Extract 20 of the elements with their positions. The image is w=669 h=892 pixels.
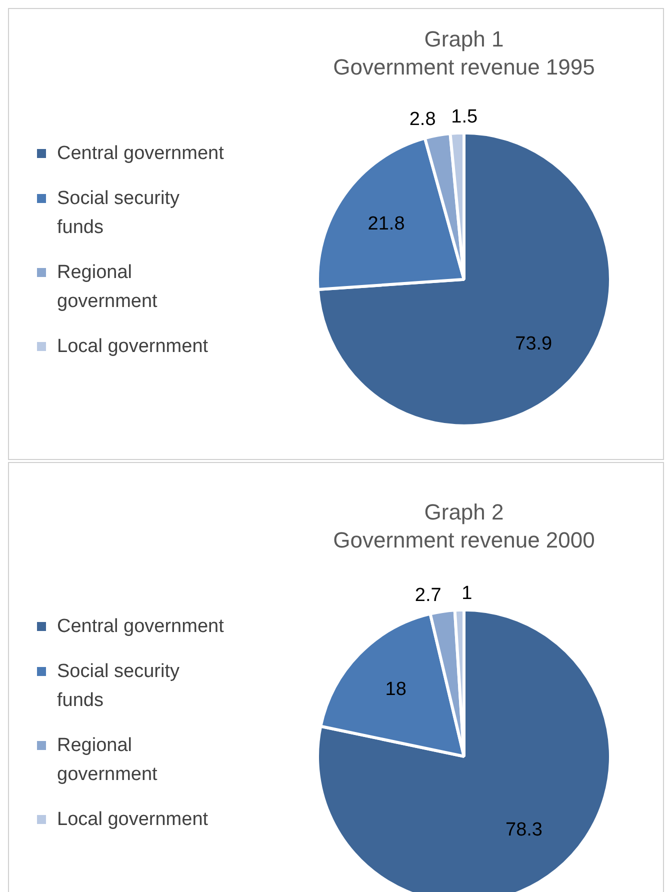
data-label: 21.8 bbox=[368, 214, 405, 235]
data-label: 78.3 bbox=[506, 820, 542, 841]
legend-label: Local government bbox=[57, 809, 208, 830]
legend-label: Central government bbox=[57, 143, 224, 164]
legend-label: Social security funds bbox=[57, 661, 180, 711]
data-label: 1 bbox=[462, 583, 472, 604]
legend-label: Central government bbox=[57, 616, 224, 637]
legend-label: Regional government bbox=[57, 735, 158, 785]
legend-label: Regional government bbox=[57, 262, 158, 312]
data-label: 2.7 bbox=[414, 584, 442, 606]
chart-subtitle: Government revenue 2000 bbox=[333, 528, 595, 553]
data-label: 73.9 bbox=[515, 334, 552, 355]
data-label: 1.5 bbox=[451, 106, 478, 128]
legend-label: Local government bbox=[57, 336, 208, 357]
data-label: 18 bbox=[385, 679, 406, 700]
chart-title: Graph 1 bbox=[424, 26, 504, 52]
chart-subtitle: Government revenue 1995 bbox=[333, 54, 595, 80]
legend-label: Social security funds bbox=[57, 188, 180, 238]
data-label: 2.8 bbox=[409, 108, 436, 130]
chart-title: Graph 2 bbox=[424, 499, 504, 524]
